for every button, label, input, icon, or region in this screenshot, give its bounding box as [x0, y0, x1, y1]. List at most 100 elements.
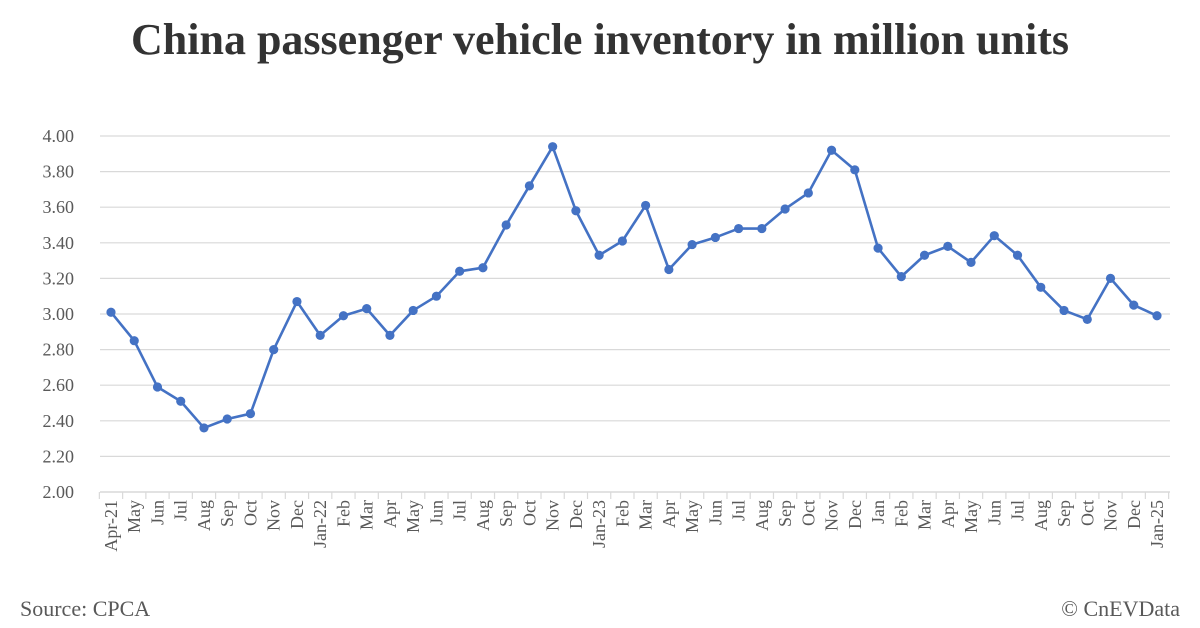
data-point [199, 423, 209, 433]
data-point [1082, 314, 1092, 324]
data-point [431, 291, 442, 301]
x-tick-label: Sep [217, 500, 237, 527]
x-tick-label: Jan-22 [310, 500, 330, 548]
x-tick-label: May [124, 500, 144, 533]
x-tick-label: Mar [915, 500, 935, 530]
data-point [1105, 273, 1116, 283]
x-tick-label: Jun [426, 500, 446, 525]
y-tick-label: 3.80 [43, 162, 75, 182]
data-point [152, 382, 163, 392]
data-point [548, 142, 558, 152]
data-point [780, 204, 790, 214]
x-tick-label: Jan-23 [589, 500, 609, 548]
data-point [129, 336, 139, 346]
series-line [109, 145, 1158, 430]
y-axis-tick-labels: 2.00 2.20 2.40 2.60 2.80 3.00 3.20 3.40 3.60 3.80… [43, 126, 75, 502]
data-point [896, 272, 906, 282]
data-point [943, 241, 953, 251]
x-tick-label: Aug [1031, 500, 1051, 531]
x-tick-label: Jun [984, 500, 1004, 525]
x-tick-label: Feb [891, 500, 911, 527]
x-tick-label: Oct [798, 500, 818, 526]
x-tick-label: Sep [496, 500, 516, 527]
data-point [106, 307, 116, 317]
data-point [664, 264, 674, 275]
x-tick-label: Sep [1054, 500, 1074, 527]
data-point [292, 296, 302, 307]
data-point [571, 206, 581, 216]
data-point [989, 231, 999, 241]
data-point [222, 414, 232, 424]
x-tick-label: Dec [566, 500, 586, 529]
x-tick-label: Apr [380, 500, 400, 528]
x-tick-label: Jun [705, 500, 725, 525]
y-tick-label: 2.80 [43, 340, 75, 360]
x-tick-label: Apr [938, 500, 958, 528]
data-point [850, 165, 860, 175]
data-point [826, 145, 837, 155]
x-tick-label: May [403, 500, 423, 533]
data-point [501, 220, 511, 230]
data-point [919, 250, 930, 260]
y-tick-label: 4.00 [43, 126, 75, 146]
x-tick-label: Aug [752, 500, 772, 531]
x-tick-label: Jul [171, 500, 191, 521]
data-point [315, 330, 325, 340]
data-point [455, 266, 465, 276]
x-tick-label: Nov [1101, 500, 1121, 531]
x-tick-label: Sep [775, 500, 795, 527]
data-point [1012, 250, 1023, 260]
data-point [873, 243, 883, 253]
y-tick-label: 2.60 [43, 375, 75, 395]
data-point [176, 396, 186, 406]
x-axis-tick-labels: Apr-21 May Jun Jul Aug Sep Oct Nov Dec Jan-22 Feb M… [101, 500, 1167, 552]
x-tick-label: Jul [450, 500, 470, 521]
y-tick-label: 3.00 [43, 304, 75, 324]
data-point [734, 223, 744, 234]
x-tick-label: Dec [1124, 500, 1144, 529]
x-tick-label: Nov [543, 500, 563, 531]
gridlines [100, 135, 1170, 457]
data-point [1129, 300, 1139, 310]
data-point [710, 232, 720, 243]
y-tick-label: 2.40 [43, 411, 75, 431]
x-tick-label: Aug [194, 500, 214, 531]
x-tick-label: Jan-25 [1147, 500, 1167, 548]
data-point [408, 305, 418, 316]
y-tick-label: 3.20 [43, 268, 75, 288]
y-tick-label: 2.20 [43, 446, 75, 466]
x-tick-label: Nov [264, 500, 284, 531]
y-tick-label: 2.00 [43, 482, 75, 502]
x-tick-label: Oct [519, 500, 539, 526]
chart-title: China passenger vehicle inventory in mil… [131, 15, 1069, 64]
data-point [362, 304, 372, 314]
data-point [757, 223, 767, 234]
data-point [269, 345, 279, 355]
data-point [338, 311, 349, 321]
x-tick-label: Apr-21 [101, 500, 121, 552]
x-tick-label: Feb [612, 500, 632, 527]
x-tick-label: Oct [1077, 500, 1097, 526]
data-point [594, 250, 604, 260]
x-tick-label: Jan [868, 500, 888, 524]
y-tick-label: 3.40 [43, 233, 75, 253]
x-tick-label: Aug [473, 500, 493, 531]
x-tick-label: Mar [636, 500, 656, 530]
data-point [1059, 305, 1069, 316]
x-tick-label: Jun [147, 500, 167, 525]
x-tick-label: Dec [845, 500, 865, 529]
x-tick-label: Apr [659, 500, 679, 528]
data-point [1152, 311, 1162, 321]
x-tick-label: Mar [357, 500, 377, 530]
x-tick-label: Jul [1008, 500, 1028, 521]
x-tick-label: Dec [287, 500, 307, 529]
data-point [524, 181, 535, 191]
x-tick-label: Oct [240, 500, 260, 526]
x-tick-label: May [961, 500, 981, 533]
credit-note: © CnEVData [1061, 596, 1180, 621]
axes [98, 491, 1170, 499]
y-tick-label: 3.60 [43, 197, 75, 217]
data-point [687, 239, 697, 250]
data-point [617, 236, 627, 246]
